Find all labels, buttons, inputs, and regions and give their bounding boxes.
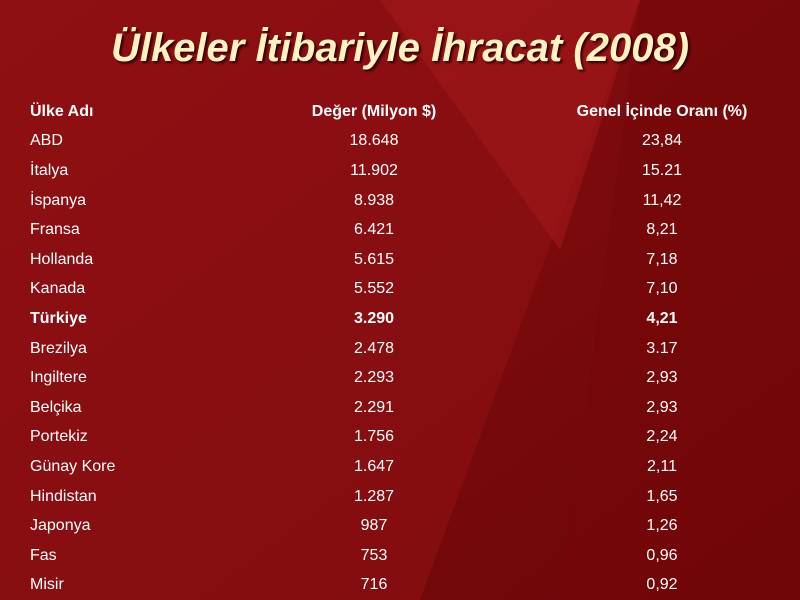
header-cell: Genel İçinde Oranı (%) (576, 102, 748, 120)
table-row: Misir 716 0,92 (22, 571, 792, 600)
table-cell: 2.478 (353, 339, 395, 357)
table-cell: Kanada (30, 280, 86, 298)
table-cell: 0,92 (646, 576, 678, 594)
table-cell: Türkiye (30, 309, 87, 327)
table-cell: Günay Kore (30, 457, 116, 475)
table-cell: 11,42 (642, 191, 682, 209)
table-cell: 2,11 (647, 457, 677, 475)
table-cell: Belçika (30, 398, 82, 416)
table-cell: 2,93 (646, 369, 678, 387)
table-cell: 18.648 (349, 132, 399, 150)
table-row: Türkiye 3.290 4,21 (22, 304, 792, 334)
table-row: Günay Kore 1.647 2,11 (22, 452, 792, 482)
table-row: ABD 18.648 23,84 (22, 127, 792, 157)
table-cell: 8.938 (353, 191, 395, 209)
header-cell: Ülke Adı (30, 102, 94, 120)
table-row: Ingiltere 2.293 2,93 (22, 363, 792, 393)
table-row: İtalya 11.902 15.21 (22, 156, 792, 186)
table-cell: Fas (30, 546, 57, 564)
table-cell: 1.287 (353, 487, 395, 505)
table-cell: 1.647 (353, 457, 395, 475)
table-cell: 2,93 (646, 398, 678, 416)
table-cell: Ingiltere (30, 369, 87, 387)
table-cell: 0,96 (646, 546, 678, 564)
table-cell: 1.756 (353, 428, 395, 446)
table-row: Fas 753 0,96 (22, 541, 792, 571)
table-cell: Misir (30, 576, 64, 594)
table-cell: 11.902 (350, 161, 398, 179)
table-cell: 716 (360, 576, 388, 594)
table-cell: 2.291 (353, 398, 395, 416)
table-row: Japonya 987 1,26 (22, 511, 792, 541)
table-cell: 1,26 (646, 517, 678, 535)
header-cell: Değer (Milyon $) (311, 102, 437, 120)
table-row: İspanya 8.938 11,42 (22, 186, 792, 216)
table-cell: 7,18 (646, 250, 678, 268)
table-cell: 2.293 (353, 369, 395, 387)
table-cell: Brezilya (30, 339, 87, 357)
table-cell: 5.552 (353, 280, 395, 298)
table-cell: 8,21 (646, 221, 678, 239)
table-row: Hindistan 1.287 1,65 (22, 482, 792, 512)
table-cell: Portekiz (30, 428, 88, 446)
table-cell: 3.17 (646, 339, 678, 357)
table-row: Brezilya 2.478 3.17 (22, 334, 792, 364)
table-cell: 2,24 (646, 428, 678, 446)
header-row: Ülke Adı Değer (Milyon $) Genel İçinde Ora… (22, 97, 792, 127)
table-cell: 987 (360, 517, 388, 535)
table-cell: 5.615 (353, 250, 395, 268)
table-row: Kanada 5.552 7,10 (22, 275, 792, 305)
table-cell: Hollanda (30, 250, 94, 268)
table-cell: Hindistan (30, 487, 97, 505)
table-cell: İspanya (30, 191, 87, 209)
table-row: Portekiz 1.756 2,24 (22, 423, 792, 453)
table-cell: 4,21 (646, 309, 678, 327)
table-cell: 23,84 (641, 132, 683, 150)
table-cell: 7,10 (646, 280, 678, 298)
table-row: Fransa 6.421 8,21 (22, 215, 792, 245)
table-cell: ABD (30, 132, 63, 150)
table-cell: Fransa (30, 221, 80, 239)
table-cell: 15.21 (641, 161, 683, 179)
table-cell: 6.421 (353, 221, 395, 239)
table-cell: İtalya (30, 161, 69, 179)
table-cell: 1,65 (646, 487, 678, 505)
table-row: Hollanda 5.615 7,18 (22, 245, 792, 275)
export-table: Ülke Adı Değer (Milyon $) Genel İçinde Ora… (22, 97, 792, 600)
table-cell: 3.290 (353, 309, 395, 327)
table-cell: 753 (360, 546, 388, 564)
table-row: Belçika 2.291 2,93 (22, 393, 792, 423)
title: Ülkeler İtibariyle İhracat (2008) (110, 26, 690, 70)
table-cell: Japonya (30, 517, 91, 535)
